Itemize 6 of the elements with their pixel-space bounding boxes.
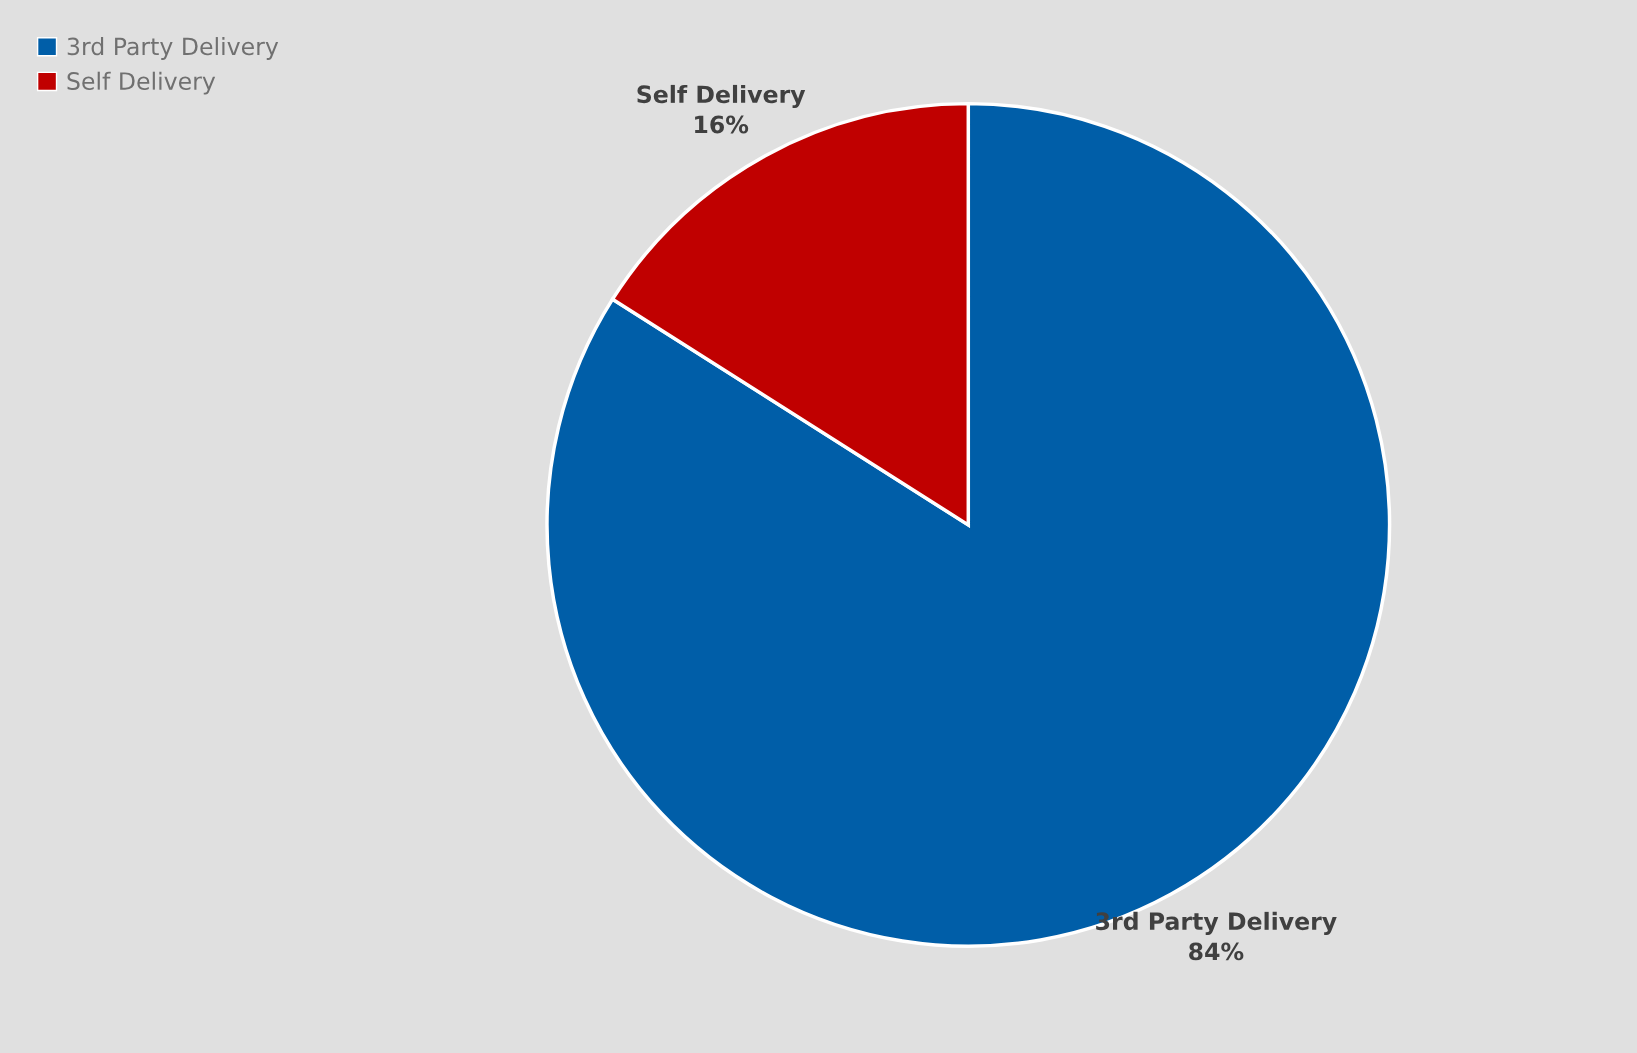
legend-label: Self Delivery [67, 71, 216, 95]
data-label: 84% [1189, 942, 1244, 961]
legend-label: 3rd Party Delivery [67, 37, 279, 60]
slice-label: Self Delivery [637, 84, 806, 108]
data-label: 16% [695, 115, 749, 134]
slice-label: 3rd Party Delivery [1096, 911, 1337, 935]
